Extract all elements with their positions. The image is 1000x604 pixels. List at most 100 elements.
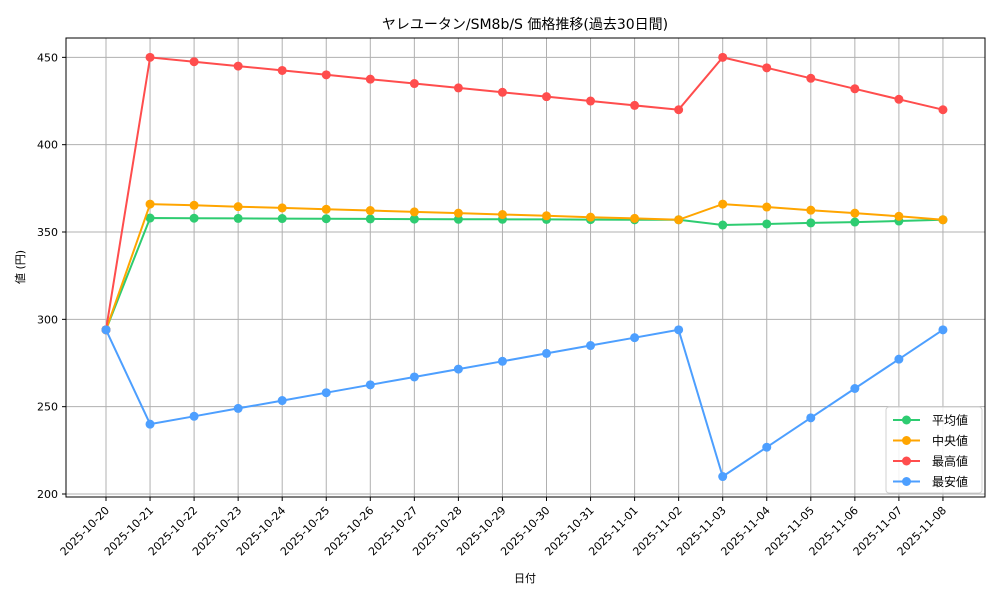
series-1 [101,199,948,335]
data-point [497,356,507,366]
plot-frame [65,37,986,498]
data-point [542,92,551,102]
legend-marker-icon [902,415,911,425]
legend-item: 平均値 [893,413,968,428]
data-point [189,213,199,223]
data-point [321,204,331,214]
data-point [277,214,287,224]
series-layer [101,52,948,482]
legend-marker-icon [902,456,911,466]
data-point [189,57,199,67]
data-point [321,70,331,80]
y-tick-label: 250 [37,401,58,414]
data-point [894,354,904,364]
data-point [409,207,419,217]
data-point [806,205,816,215]
data-point [453,83,463,93]
data-point [718,220,728,230]
data-point [321,388,331,398]
legend-item: 中央値 [893,433,968,448]
data-point [189,411,199,421]
data-point [586,341,596,351]
data-point [233,61,243,71]
legend-label: 中央値 [932,433,968,448]
series-2 [101,52,948,335]
legend-marker-icon [902,477,911,486]
data-point [409,372,419,382]
data-point [101,325,111,335]
data-point [277,203,287,213]
data-point [806,218,816,228]
data-point [938,105,948,115]
legend-label: 平均値 [932,413,968,428]
data-point [850,84,860,94]
y-axis: 200 250 300 350 400 450 [37,51,66,501]
legend-item: 最安値 [893,474,968,489]
data-point [409,79,419,89]
data-point [233,202,243,212]
legend-label: 最安値 [932,474,968,489]
y-tick-label: 400 [37,139,58,152]
data-point [233,403,243,413]
x-axis-label: 日付 [514,572,536,585]
y-tick-label: 300 [37,313,58,326]
data-point [630,213,640,223]
data-point [409,214,419,224]
data-point [365,214,375,224]
legend-item: 最高値 [893,454,968,469]
data-point [497,87,507,97]
data-point [938,215,948,225]
data-point [365,206,375,216]
series-3 [101,325,948,482]
series-line [105,216,943,331]
data-point [850,384,860,394]
legend-marker-icon [902,436,911,445]
data-point [630,333,640,343]
legend-box [885,406,983,494]
data-point [145,52,155,62]
data-point [630,100,640,110]
data-point [233,213,243,223]
data-point [453,364,463,374]
data-point [674,325,684,335]
data-point [277,396,287,406]
y-axis-label: 値 (円) [14,250,27,284]
data-point [850,208,860,218]
data-point [762,63,772,73]
data-point [453,208,463,218]
y-tick-label: 200 [37,488,58,501]
data-point [145,199,155,209]
legend-label: 最高値 [932,454,968,469]
data-point [938,325,948,335]
chart-title: ヤレユータン/SM8b/S 価格推移(過去30日間) [382,17,668,33]
data-point [321,214,331,224]
y-tick-label: 350 [37,226,58,239]
data-point [718,472,728,482]
data-point [586,96,596,106]
data-point [806,73,816,83]
data-point [674,105,684,115]
series-line [105,56,944,330]
data-point [189,200,199,210]
data-point [145,419,155,429]
data-point [365,380,375,390]
data-point [365,74,375,84]
data-point [586,212,596,222]
data-point [894,94,904,104]
data-point [277,65,287,75]
data-point [762,219,772,229]
data-point [718,199,728,209]
y-tick-label: 450 [37,51,58,64]
data-point [674,215,684,225]
data-point [145,213,155,223]
data-point [806,413,816,423]
data-point [542,348,551,358]
data-point [894,211,904,221]
data-point [762,442,772,452]
data-point [718,52,728,62]
series-line [105,203,943,331]
data-point [542,211,551,221]
data-point [850,217,860,227]
